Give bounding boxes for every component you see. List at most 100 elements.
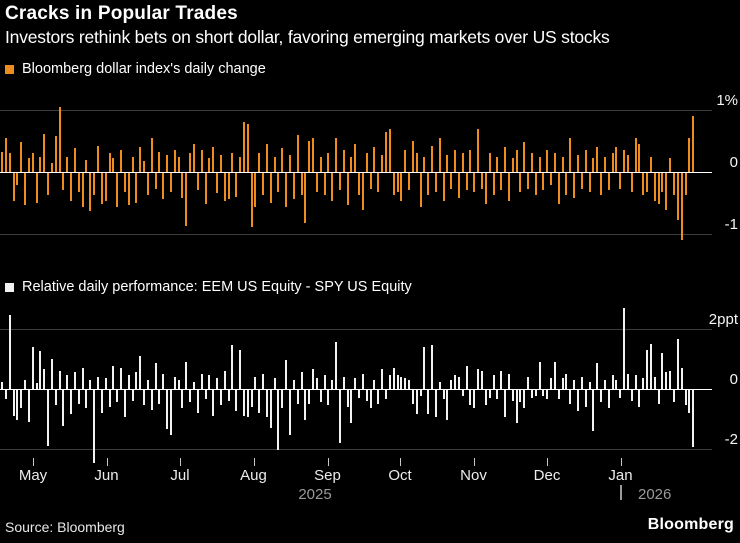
bar: [227, 173, 230, 199]
bar: [58, 370, 61, 389]
bar: [396, 375, 399, 389]
bar: [327, 390, 330, 406]
bar: [350, 390, 353, 424]
bar: [254, 376, 257, 389]
bar: [381, 154, 384, 172]
bar: [154, 173, 157, 189]
bar: [642, 173, 645, 195]
bar: [385, 390, 387, 400]
bar: [166, 390, 169, 430]
bar: [258, 153, 261, 172]
bar: [1, 151, 3, 172]
bar: [392, 367, 395, 389]
bar: [193, 144, 195, 172]
bar: [492, 375, 495, 389]
bar: [104, 173, 107, 201]
bar: [488, 390, 491, 398]
bar: [673, 173, 675, 195]
bar: [97, 376, 99, 389]
bar: [1, 381, 3, 389]
bar: [688, 137, 691, 172]
bar: [419, 390, 422, 396]
bar: [31, 346, 34, 389]
bar: [181, 173, 184, 198]
bar: [208, 158, 211, 172]
bar: [484, 173, 487, 204]
bar: [603, 156, 606, 172]
bar: [231, 153, 234, 172]
bar: [312, 369, 315, 389]
bar: [530, 390, 533, 398]
bar: [565, 173, 568, 195]
bar: [408, 379, 411, 389]
bar: [146, 173, 149, 195]
bar: [369, 390, 372, 409]
bar: [423, 346, 426, 389]
bar: [262, 173, 265, 195]
bar: [285, 360, 288, 389]
y-tick-label: 0: [729, 154, 738, 171]
month-label: Jan: [608, 467, 633, 484]
bar: [492, 173, 495, 195]
bar: [54, 136, 57, 172]
bar: [461, 390, 464, 396]
bar: [127, 173, 130, 206]
bar: [607, 173, 610, 191]
bar: [300, 173, 303, 195]
bar: [477, 128, 480, 172]
bar: [200, 373, 203, 389]
bar: [454, 150, 457, 172]
bar: [89, 379, 92, 389]
bar: [39, 156, 42, 172]
bar: [561, 378, 564, 389]
bar: [446, 154, 449, 172]
bar: [73, 148, 76, 172]
bar: [296, 134, 299, 172]
bar: [47, 173, 50, 195]
bar: [626, 373, 629, 389]
bar: [70, 173, 73, 201]
gridline: [0, 110, 712, 111]
bar: [62, 173, 65, 191]
bar: [335, 342, 338, 389]
bar: [661, 173, 664, 192]
bar: [500, 370, 503, 389]
bar: [27, 158, 30, 172]
bar: [120, 150, 123, 172]
bar: [442, 173, 445, 201]
bar: [35, 173, 38, 203]
bar: [127, 375, 130, 389]
bar: [496, 390, 499, 400]
bar: [139, 355, 142, 389]
bar: [154, 363, 157, 389]
bar: [150, 390, 153, 410]
bar: [584, 390, 587, 407]
zero-line: [0, 389, 712, 390]
bar: [538, 156, 541, 172]
bar: [646, 349, 649, 389]
bar: [361, 173, 364, 211]
bar: [242, 390, 245, 416]
bar: [173, 376, 176, 389]
bar: [477, 369, 480, 389]
month-label: Aug: [240, 467, 267, 484]
bar: [173, 150, 176, 172]
bar: [315, 173, 318, 192]
bar: [488, 153, 491, 172]
bar: [419, 173, 422, 208]
bar: [289, 154, 291, 172]
bar: [404, 378, 407, 389]
bar: [281, 390, 284, 409]
bar: [669, 158, 672, 172]
bar: [112, 366, 115, 389]
y-tick-label: 1%: [716, 92, 738, 109]
bar: [500, 173, 503, 191]
bar: [20, 142, 23, 172]
bar: [323, 173, 326, 195]
bar: [97, 146, 99, 172]
bar: [135, 372, 138, 389]
bar: [504, 147, 507, 172]
legend-dollar-index: Bloomberg dollar index's daily change: [5, 61, 266, 77]
bar: [169, 173, 172, 192]
bar: [438, 137, 441, 172]
